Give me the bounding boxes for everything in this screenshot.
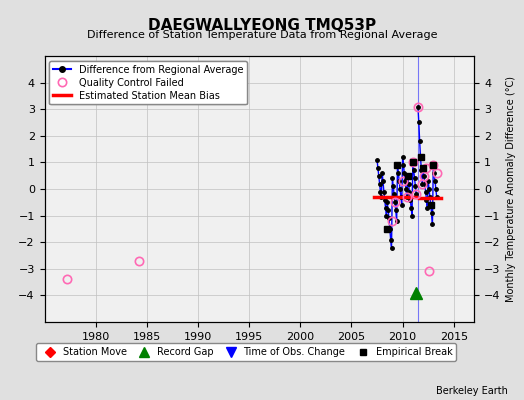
Legend: Station Move, Record Gap, Time of Obs. Change, Empirical Break: Station Move, Record Gap, Time of Obs. C…: [36, 343, 456, 361]
Text: DAEGWALLYEONG TMQ53P: DAEGWALLYEONG TMQ53P: [148, 18, 376, 33]
Y-axis label: Monthly Temperature Anomaly Difference (°C): Monthly Temperature Anomaly Difference (…: [506, 76, 516, 302]
Legend: Difference from Regional Average, Quality Control Failed, Estimated Station Mean: Difference from Regional Average, Qualit…: [49, 61, 247, 104]
Text: Berkeley Earth: Berkeley Earth: [436, 386, 508, 396]
Text: Difference of Station Temperature Data from Regional Average: Difference of Station Temperature Data f…: [87, 30, 437, 40]
